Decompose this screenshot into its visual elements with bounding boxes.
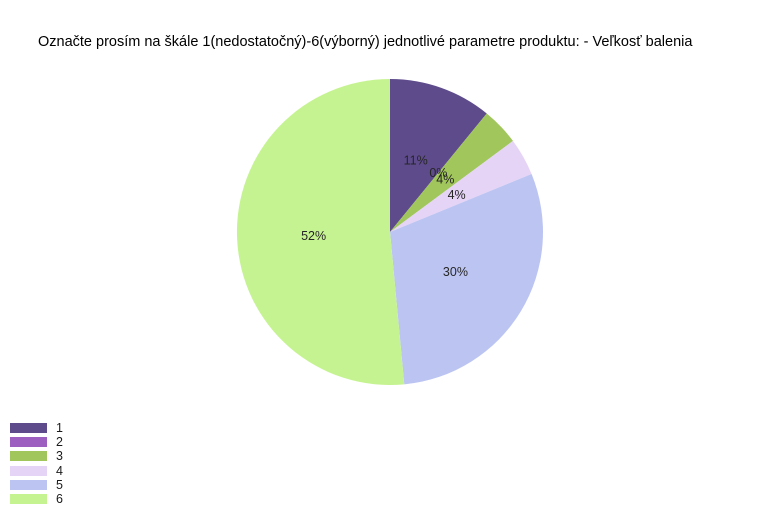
legend-item-6: 6: [10, 491, 63, 506]
pie-slice-6: [236, 79, 405, 385]
pie-label-3: 4%: [436, 173, 454, 187]
legend-swatch-4: [10, 465, 47, 476]
legend-item-4: 4: [10, 463, 63, 478]
legend-swatch-5: [10, 479, 47, 490]
legend-label-3: 3: [56, 449, 63, 464]
legend-label-2: 2: [56, 435, 63, 450]
legend-swatch-1: [10, 423, 47, 433]
legend-label-5: 5: [56, 477, 63, 492]
pie-label-4: 4%: [448, 188, 466, 202]
pie-slice-5: [390, 174, 543, 385]
chart-title: Označte prosím na škále 1(nedostatočný)-…: [38, 34, 693, 50]
pie-label-2: 0%: [429, 166, 447, 180]
legend-label-4: 4: [56, 463, 63, 478]
pie-label-5: 30%: [443, 265, 468, 279]
legend-label-1: 1: [56, 421, 63, 435]
legend-item-2: 2: [10, 435, 63, 450]
pie-slice-4: [390, 140, 532, 232]
legend-label-6: 6: [56, 491, 63, 506]
pie-slice-1: [390, 79, 487, 232]
legend-swatch-3: [10, 451, 47, 462]
pie-label-1: 11%: [404, 153, 428, 167]
pie-slice-3: [390, 113, 513, 232]
legend-item-1: 1: [10, 421, 63, 435]
pie-label-6: 52%: [301, 229, 326, 243]
legend-swatch-6: [10, 493, 47, 504]
legend-item-3: 3: [10, 449, 63, 464]
legend-swatch-2: [10, 437, 47, 448]
legend-item-5: 5: [10, 477, 63, 492]
